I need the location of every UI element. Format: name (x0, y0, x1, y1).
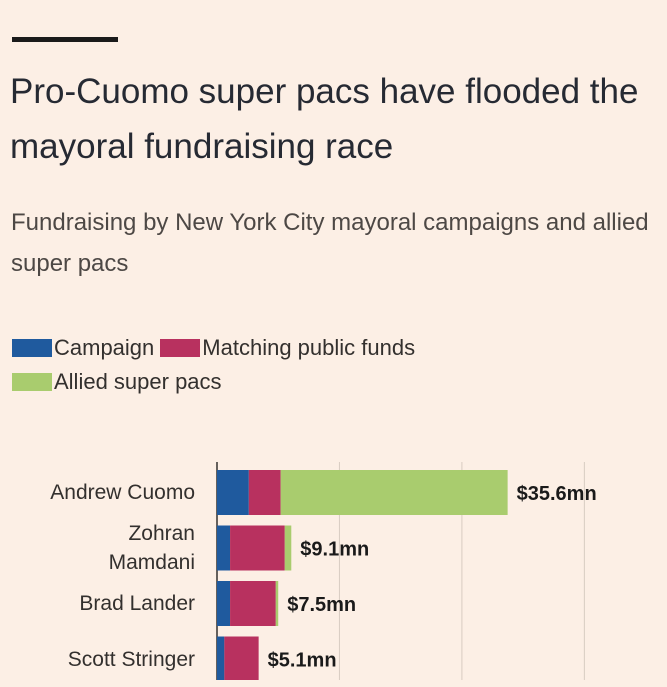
bar-segment (217, 636, 225, 680)
category-label: Zohran Mamdani (108, 522, 195, 574)
legend-label: Matching public funds (202, 335, 416, 360)
legend-item: Campaign (12, 335, 154, 361)
legend-swatch (12, 373, 52, 391)
bar-segment (217, 525, 231, 571)
bar-segment (248, 470, 281, 515)
legend-label: Campaign (54, 335, 155, 360)
bar-segment (275, 581, 279, 626)
category-label: Brad Lander (79, 592, 195, 615)
category-label: Scott Stringer (67, 647, 195, 671)
legend-swatch (12, 339, 52, 357)
bar-segment (280, 470, 508, 515)
category-label: Andrew Cuomo (50, 481, 195, 504)
chart-subtitle: Fundraising by New York City mayoral cam… (11, 209, 649, 277)
legend-swatch (160, 339, 201, 357)
bar-segment (217, 581, 231, 626)
legend-item: Allied super pacs (12, 369, 222, 395)
chart-title: Pro-Cuomo super pacs have flooded the ma… (10, 72, 639, 166)
value-label: $9.1mn (300, 538, 369, 560)
bar-segment (217, 470, 249, 515)
value-label: $35.6mn (517, 483, 597, 505)
bar-segment (230, 525, 285, 571)
bar-segment (224, 636, 259, 680)
legend-item: Matching public funds (160, 335, 415, 361)
legend: Campaign Matching public funds Allied supe… (12, 335, 492, 395)
value-label: $7.5mn (287, 594, 356, 616)
bar-segment (284, 525, 292, 571)
legend-label: Allied super pacs (54, 369, 222, 394)
title-rule (12, 37, 118, 42)
value-label: $5.1mn (268, 649, 337, 671)
bar-segment (230, 581, 276, 626)
